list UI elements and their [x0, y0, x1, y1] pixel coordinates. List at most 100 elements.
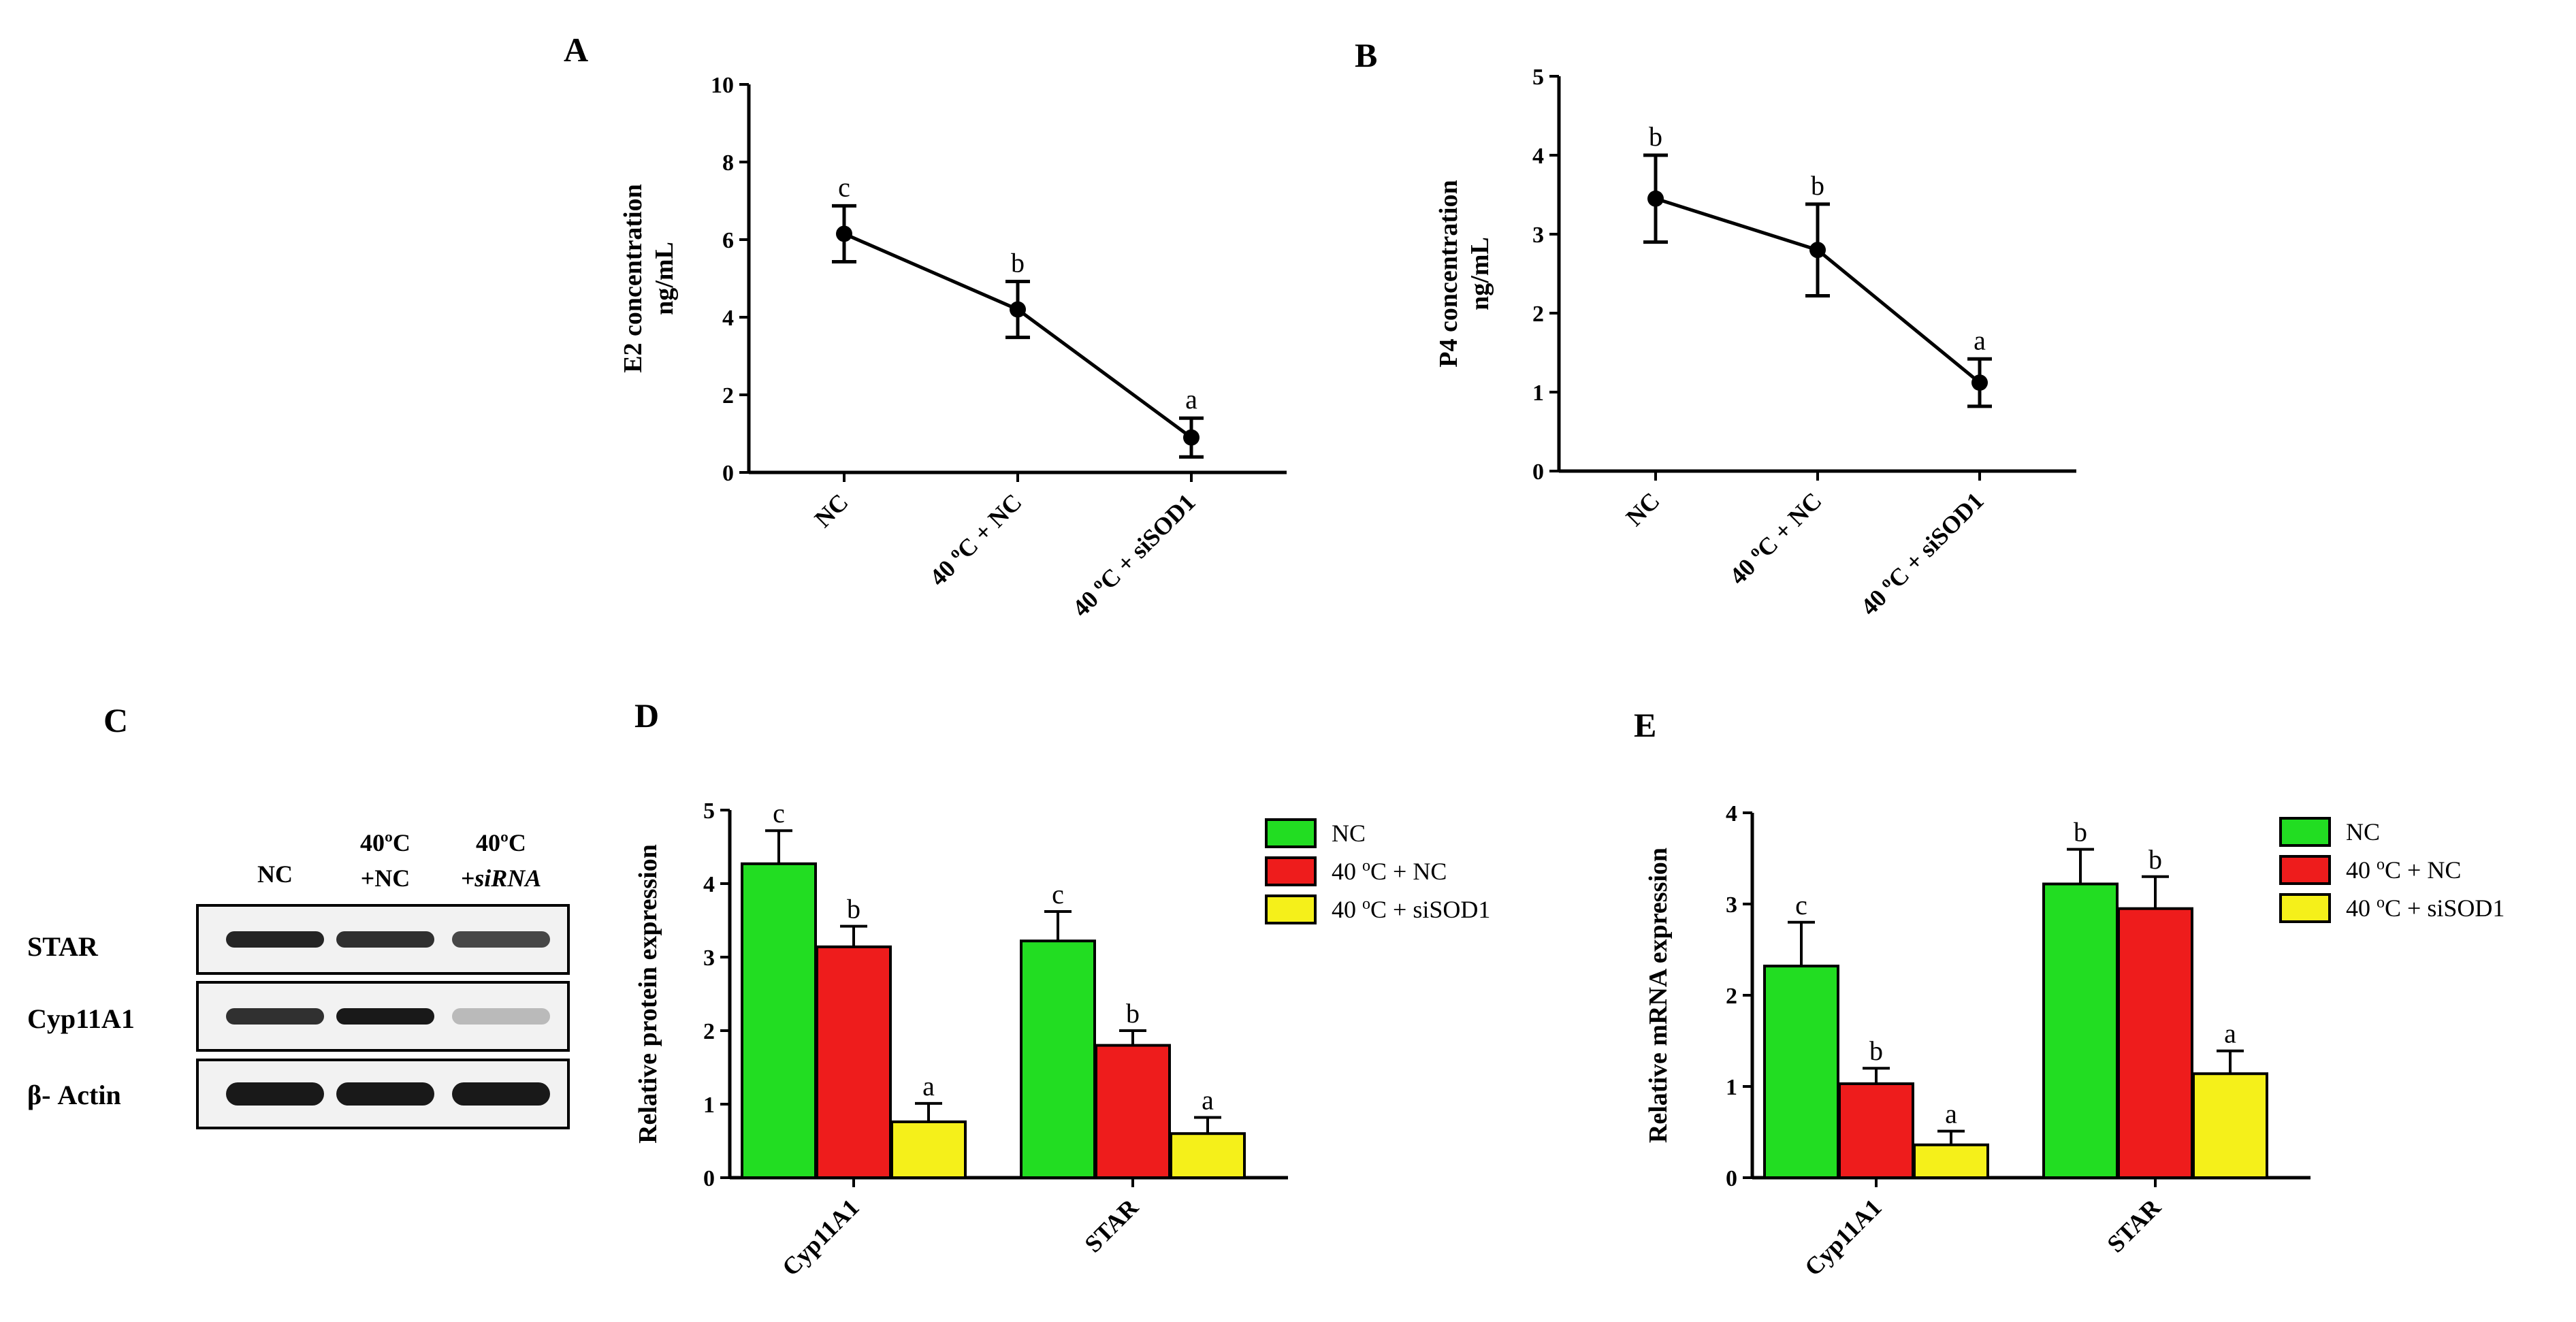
blot-row-label-actin: β- Actin — [27, 1080, 121, 1110]
significance-letter: b — [1811, 170, 1824, 201]
legend-swatch — [2279, 893, 2331, 923]
data-point — [1809, 242, 1826, 259]
bar — [1170, 1132, 1246, 1179]
x-tick-label: Cyp11A1 — [777, 1193, 865, 1281]
y-tick-label: 0 — [1726, 1166, 1737, 1191]
x-tick-label: 40 oC + siSOD1 — [1067, 488, 1201, 622]
significance-letter: a — [1974, 325, 1986, 355]
y-axis-label: Relative mRNA expression — [1644, 848, 1673, 1143]
x-tick-label: Cyp11A1 — [1799, 1193, 1887, 1281]
blot-band — [336, 1008, 434, 1025]
chart-e-mrna-expression: 0 1 2 3 4 Relative mRNA expression c b a Cyp11A1 b… — [1644, 801, 2505, 1281]
panel-letter-a: A — [564, 31, 588, 69]
chart-a-e2-concentration: 0 2 4 6 8 10 E2 concentration ng/mL c NC b 40 oC + … — [619, 73, 1287, 622]
panel-letter-e: E — [1634, 706, 1656, 744]
significance-letter: c — [838, 172, 850, 202]
bar — [1913, 1143, 1989, 1180]
panel-letter-c: C — [103, 701, 128, 739]
blot-band — [336, 931, 434, 948]
y-tick-label: 3 — [1726, 892, 1737, 918]
significance-letter: a — [1945, 1099, 1957, 1129]
lane-label-3-line2: +siRNA — [461, 865, 542, 892]
data-point — [1183, 429, 1200, 446]
x-tick-label: 40 oC + siSOD1 — [1855, 487, 1989, 621]
blot-band — [226, 931, 324, 948]
legend-swatch — [1265, 818, 1317, 848]
bar — [816, 945, 892, 1179]
y-tick-label: 10 — [711, 73, 734, 98]
legend-label: 40 oC + siSOD1 — [1332, 895, 1490, 923]
bar — [1763, 965, 1839, 1179]
y-tick-label: 0 — [1532, 460, 1544, 485]
x-tick-label: STAR — [2102, 1193, 2166, 1258]
blot-band — [336, 1082, 434, 1106]
blot-band — [226, 1008, 324, 1025]
y-tick-label: 3 — [1532, 223, 1544, 248]
y-tick-label: 2 — [1726, 984, 1737, 1009]
bar — [741, 862, 817, 1179]
y-tick-label: 8 — [722, 150, 734, 176]
lane-label-1: NC — [257, 860, 293, 888]
legend-label: 40 oC + siSOD1 — [2346, 894, 2505, 922]
y-tick-label: 2 — [722, 383, 734, 408]
chart-d-protein-expression: 0 1 2 3 4 5 Relative protein expression c b a Cyp1… — [634, 798, 1490, 1281]
y-tick-label: 4 — [1532, 144, 1544, 169]
chart-b-p4-concentration: 0 1 2 3 4 5 P4 concentration ng/mL b NC b 40 oC + N… — [1434, 65, 2076, 621]
y-tick-label: 0 — [703, 1166, 715, 1191]
y-tick-label: 5 — [703, 799, 715, 824]
x-tick-label: 40 oC + NC — [924, 488, 1027, 592]
x-tick-label: STAR — [1079, 1193, 1144, 1258]
significance-letter: a — [2224, 1018, 2236, 1049]
legend-swatch — [2279, 817, 2331, 847]
significance-letter: b — [2074, 817, 2087, 848]
legend-swatch — [2279, 855, 2331, 885]
x-tick-label: NC — [809, 488, 854, 532]
y-tick-label: 0 — [722, 461, 734, 486]
lane-label-3-line1: 40ºC — [476, 829, 526, 856]
y-tick-label: 1 — [703, 1093, 715, 1118]
significance-letter: b — [2148, 844, 2162, 875]
bar — [2192, 1072, 2268, 1179]
significance-letter: a — [1202, 1084, 1214, 1115]
data-point — [1647, 190, 1664, 207]
x-tick-label: NC — [1621, 487, 1665, 531]
significance-letter: b — [847, 894, 860, 924]
significance-letter: a — [922, 1071, 935, 1101]
data-point — [1010, 301, 1026, 318]
significance-letter: b — [1011, 248, 1025, 278]
blot-band — [452, 1082, 550, 1106]
legend-label: 40 oC + NC — [2346, 856, 2461, 884]
panel-letter-b: B — [1355, 36, 1377, 74]
data-point — [836, 225, 852, 242]
blot-band — [452, 931, 550, 948]
legend-label: NC — [1332, 820, 1366, 847]
y-tick-label: 4 — [722, 306, 734, 331]
y-axis-label: Relative protein expression — [634, 844, 662, 1144]
lane-label-2-line1: 40ºC — [360, 829, 410, 856]
significance-letter: c — [773, 798, 785, 828]
bar — [2042, 882, 2119, 1180]
y-tick-label: 6 — [722, 228, 734, 253]
western-blot: NC 40ºC +NC 40ºC +siRNA STAR Cyp11A1 β- … — [27, 829, 570, 1129]
legend-swatch — [1265, 894, 1317, 924]
significance-letter: b — [1869, 1035, 1883, 1066]
y-tick-label: 2 — [1532, 302, 1544, 327]
y-axis-label-unit: ng/mL — [650, 242, 679, 315]
bar — [890, 1120, 967, 1180]
significance-letter: c — [1052, 879, 1064, 909]
legend-label: NC — [2346, 818, 2380, 845]
significance-letter: b — [1649, 121, 1662, 152]
blot-row-label-cyp11a1: Cyp11A1 — [27, 1003, 135, 1034]
blot-band — [226, 1082, 324, 1106]
blot-band — [452, 1008, 550, 1025]
legend-label: 40 oC + NC — [1332, 857, 1447, 885]
bar — [2117, 907, 2193, 1179]
significance-letter: a — [1185, 384, 1197, 415]
y-tick-label: 5 — [1532, 65, 1544, 90]
panel-letter-d: D — [634, 696, 659, 735]
y-tick-label: 1 — [1532, 381, 1544, 406]
y-tick-label: 1 — [1726, 1075, 1737, 1100]
bar — [1095, 1044, 1171, 1179]
lane-label-2-line2: +NC — [361, 865, 410, 892]
